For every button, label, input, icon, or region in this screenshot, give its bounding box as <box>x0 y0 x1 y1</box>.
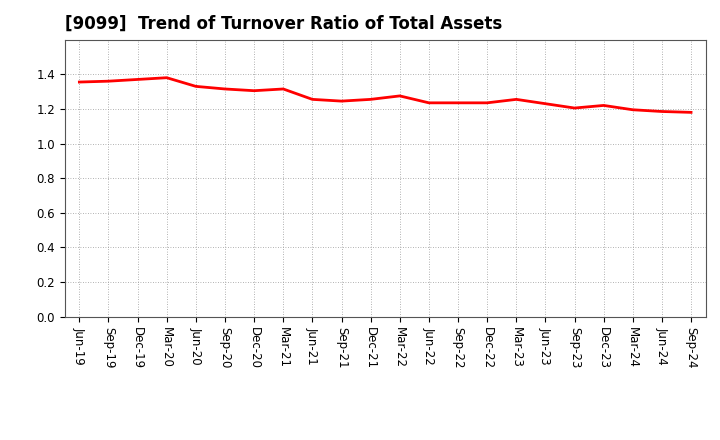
Text: [9099]  Trend of Turnover Ratio of Total Assets: [9099] Trend of Turnover Ratio of Total … <box>65 15 502 33</box>
